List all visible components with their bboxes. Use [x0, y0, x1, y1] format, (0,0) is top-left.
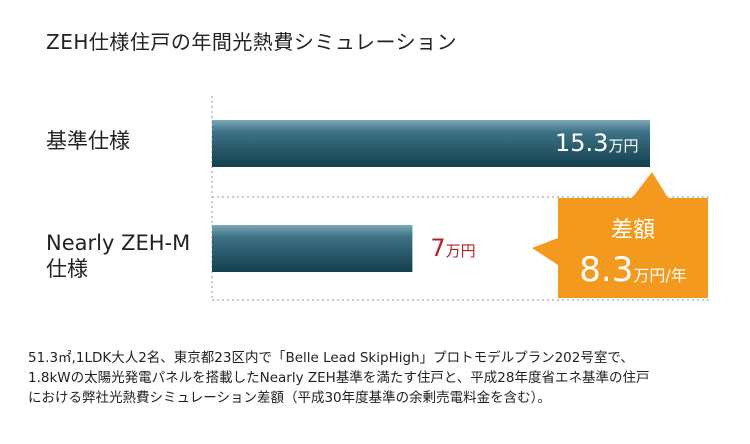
- value-number: 15.3: [555, 129, 609, 157]
- category-label-standard: 基準仕様: [46, 129, 130, 153]
- value-label-nearly-zeh: 7万円: [430, 234, 475, 262]
- chart-title: ZEH仕様住戸の年間光熱費シミュレーション: [46, 30, 458, 54]
- value-number: 7: [430, 234, 446, 262]
- footnote-line: 51.3㎡,1LDK大人2名、東京都23区内で「Belle Lead SkipH…: [28, 350, 634, 366]
- difference-unit: 万円/年: [633, 266, 687, 285]
- footnote-line: 1.8kWの太陽光発電パネルを搭載したNearly ZEH基準を満たす住戸と、平…: [28, 370, 650, 386]
- callout-shape: [532, 172, 708, 298]
- value-label-standard: 15.3万円: [555, 129, 638, 157]
- difference-label: 差額: [610, 218, 655, 243]
- category-label-nearly-zeh: Nearly ZEH-M 仕様: [46, 231, 191, 281]
- bar-standard: [212, 120, 650, 167]
- footnote-line: における弊社光熱費シミュレーション差額（平成30年度基準の余剰売電料金を含む）。: [28, 390, 551, 406]
- difference-value: 8.3万円/年: [558, 250, 708, 290]
- difference-callout: 差額 8.3万円/年: [558, 198, 708, 298]
- difference-number: 8.3: [579, 250, 634, 290]
- bar-nearly-zeh: [212, 225, 413, 272]
- value-unit: 万円: [608, 137, 639, 155]
- footnote: 51.3㎡,1LDK大人2名、東京都23区内で「Belle Lead SkipH…: [28, 348, 728, 408]
- value-unit: 万円: [445, 242, 476, 260]
